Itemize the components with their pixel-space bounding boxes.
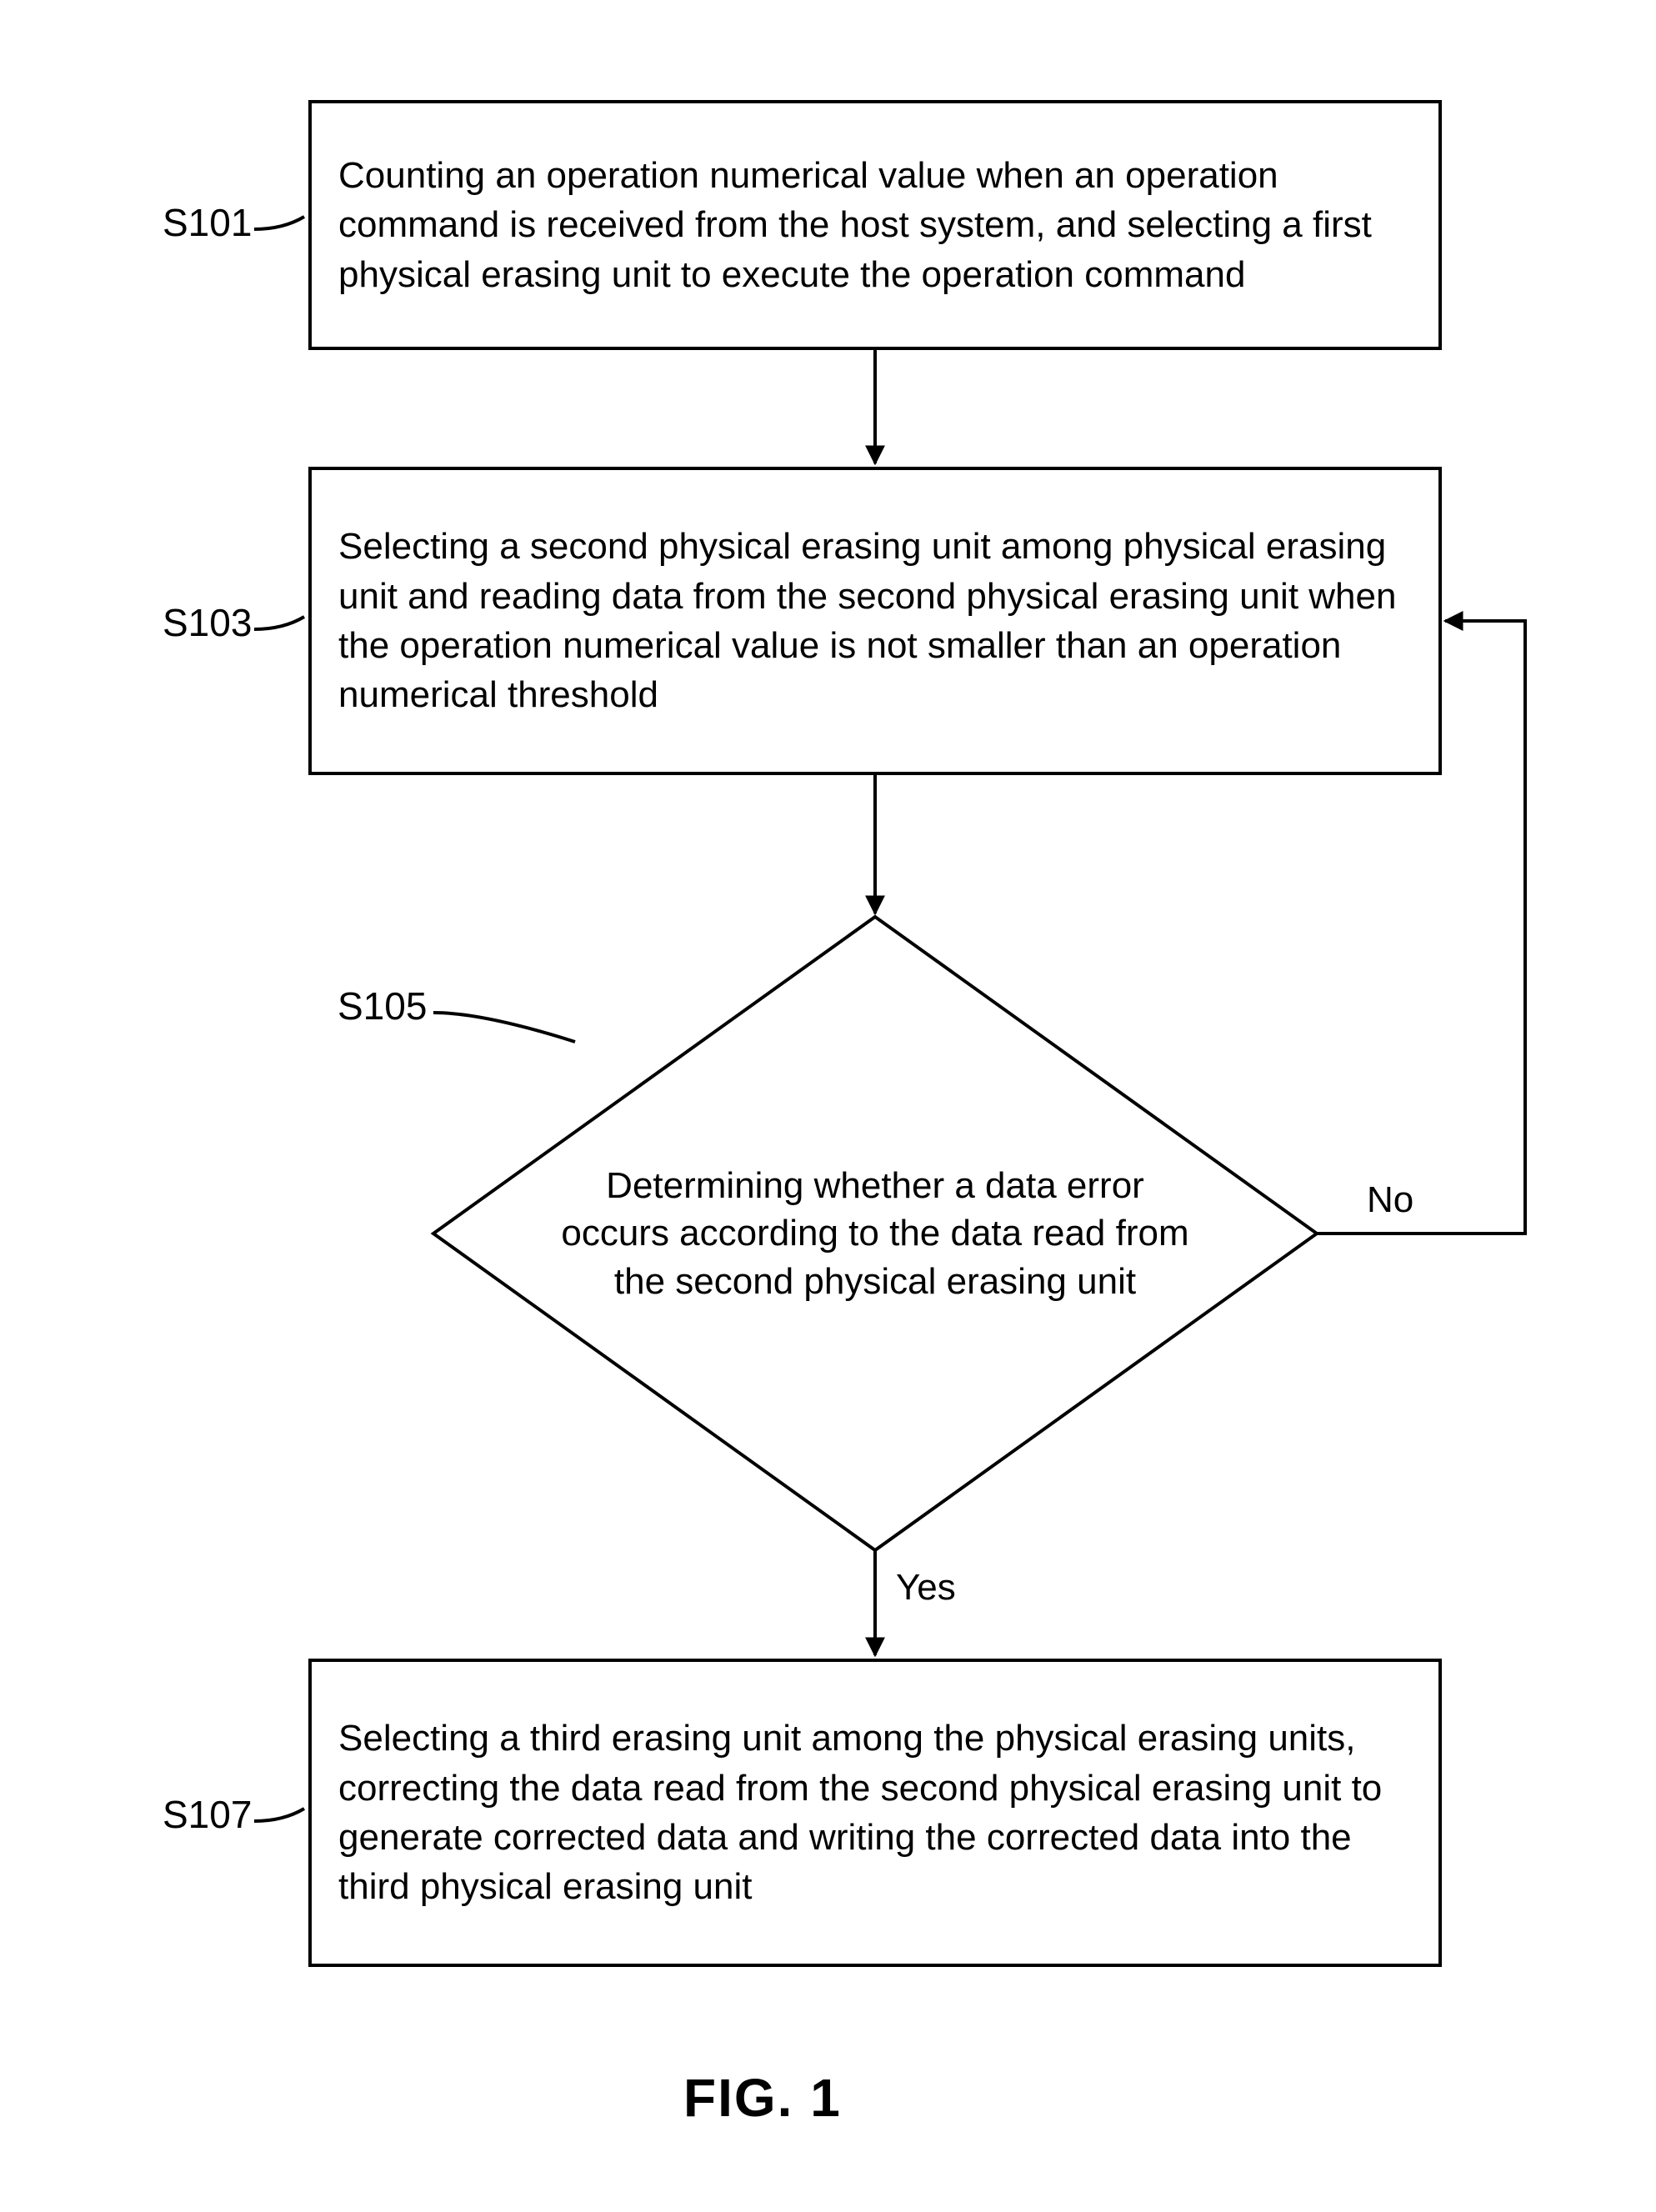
node-s103: Selecting a second physical erasing unit… (308, 467, 1442, 775)
edge-label-no: No (1367, 1179, 1413, 1221)
node-s101-text: Counting an operation numerical value wh… (338, 151, 1412, 299)
figure-caption: FIG. 1 (683, 2067, 842, 2129)
label-s105: S105 (338, 983, 427, 1028)
label-s103: S103 (163, 600, 252, 645)
label-s107: S107 (163, 1792, 252, 1837)
edge-label-yes: Yes (896, 1567, 956, 1609)
node-s105-text: Determining whether a data error occurs … (550, 1162, 1200, 1305)
node-s103-text: Selecting a second physical erasing unit… (338, 522, 1412, 720)
node-s101: Counting an operation numerical value wh… (308, 100, 1442, 350)
node-s105: Determining whether a data error occurs … (550, 1008, 1200, 1459)
node-s107-text: Selecting a third erasing unit among the… (338, 1714, 1412, 1912)
node-s107: Selecting a third erasing unit among the… (308, 1659, 1442, 1967)
label-s101: S101 (163, 200, 252, 245)
flowchart-canvas: Counting an operation numerical value wh… (0, 0, 1656, 2212)
